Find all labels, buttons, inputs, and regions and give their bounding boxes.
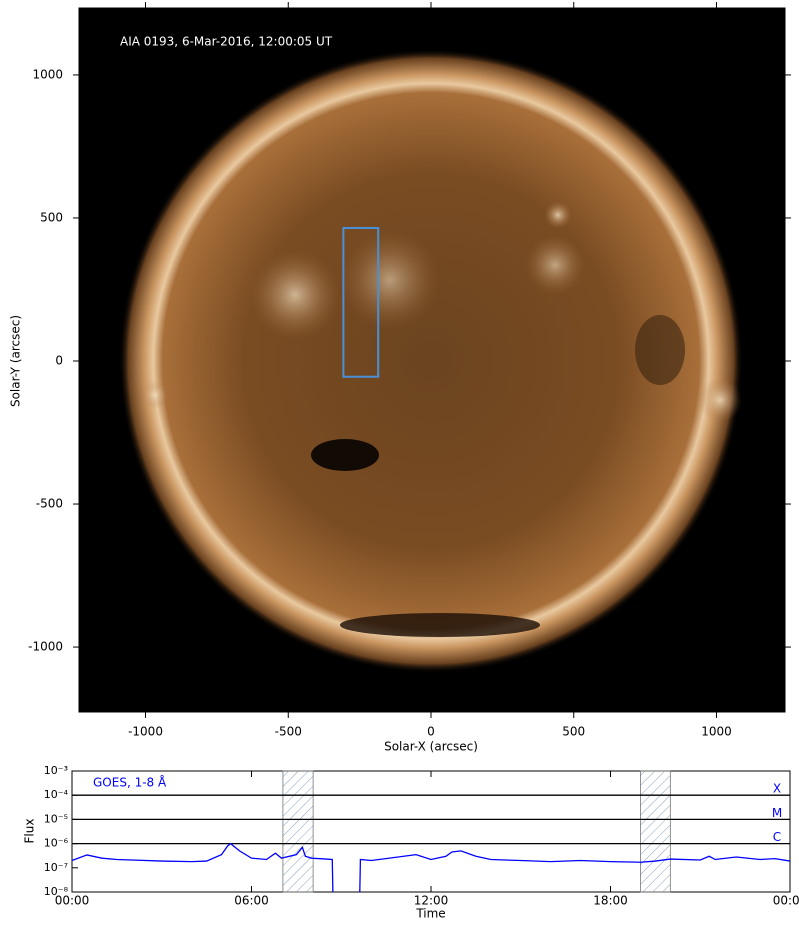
- y-tick-label: 10⁻³: [44, 764, 68, 777]
- legend-label: GOES, 1-8 Å: [93, 775, 167, 790]
- y-tick-label: 10⁻⁸: [44, 885, 69, 898]
- x-tick-label: 500: [562, 725, 585, 739]
- level-label: M: [772, 806, 782, 820]
- y-tick-label: 1000: [32, 67, 63, 81]
- x-tick-label: 00:00: [773, 894, 799, 908]
- y-tick-label: 10⁻⁴: [44, 788, 69, 801]
- level-label: C: [773, 830, 781, 844]
- flux-line: [71, 842, 791, 893]
- x-tick-label: 06:00: [234, 894, 269, 908]
- x-tick-label: 0: [427, 725, 435, 739]
- image-annotation: AIA 0193, 6-Mar-2016, 12:00:05 UT: [120, 35, 333, 49]
- x-axis-label: Solar-X (arcsec): [384, 740, 478, 754]
- plot-frame: [71, 770, 791, 893]
- y-tick-label: -500: [36, 497, 63, 511]
- level-label: X: [773, 782, 781, 796]
- x-axis-label: Time: [415, 907, 445, 921]
- x-tick-label: -500: [275, 725, 302, 739]
- shaded-interval: [640, 770, 671, 893]
- shaded-interval: [282, 770, 314, 893]
- image-frame: [78, 7, 786, 713]
- x-tick-label: 12:00: [414, 894, 449, 908]
- y-tick-label: 10⁻⁶: [44, 837, 69, 850]
- x-tick-label: 18:00: [593, 894, 628, 908]
- x-tick-label: -1000: [128, 725, 163, 739]
- solar-image: [79, 8, 785, 712]
- y-tick-label: 10⁻⁷: [44, 861, 68, 874]
- y-tick-label: -1000: [28, 640, 63, 654]
- x-tick-label: 1000: [701, 725, 732, 739]
- region-box: [342, 226, 380, 378]
- y-axis-label: Flux: [23, 819, 37, 844]
- y-tick-label: 0: [55, 354, 63, 368]
- y-axis-label: Solar-Y (arcsec): [9, 315, 23, 407]
- y-tick-label: 500: [40, 210, 63, 224]
- x-tick-label: 00:00: [55, 894, 90, 908]
- y-tick-label: 10⁻⁵: [44, 812, 68, 825]
